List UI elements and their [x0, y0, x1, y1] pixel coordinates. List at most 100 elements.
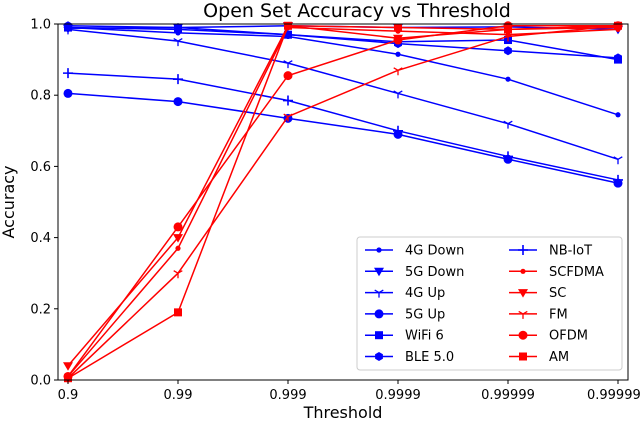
data-point	[173, 234, 183, 243]
series-line	[67, 72, 619, 181]
legend-label: AM	[549, 350, 569, 365]
data-point	[173, 97, 183, 107]
data-point	[503, 33, 513, 42]
x-tick-label: 0.999999	[587, 388, 640, 403]
series-am	[64, 21, 622, 383]
series-nb-iot	[63, 68, 623, 185]
legend-marker	[518, 245, 528, 255]
legend-label: OFDM	[549, 329, 588, 344]
data-point	[174, 308, 182, 317]
legend-entry: 4G Up	[365, 286, 445, 301]
series-line	[67, 28, 619, 160]
data-point	[615, 112, 621, 118]
legend-marker	[518, 330, 528, 340]
series-4g-up	[63, 26, 623, 165]
y-tick-label: 0.6	[30, 160, 51, 175]
data-point	[63, 88, 73, 98]
data-point	[393, 67, 403, 76]
legend-label: 4G Down	[405, 244, 464, 259]
data-point	[284, 21, 292, 30]
data-point	[504, 25, 512, 34]
data-point	[393, 125, 403, 136]
legend-entry: FM	[509, 307, 568, 322]
legend-marker	[519, 352, 527, 361]
data-point	[173, 38, 183, 47]
legend-entry: 5G Down	[365, 265, 464, 280]
data-point	[393, 90, 403, 99]
data-point	[613, 174, 623, 185]
legend-entry: SC	[509, 286, 566, 301]
legend-marker	[374, 289, 384, 298]
x-tick-label: 0.99999	[481, 388, 535, 403]
data-point	[395, 51, 401, 57]
data-point	[505, 76, 511, 82]
data-point	[503, 120, 513, 129]
data-point	[393, 35, 403, 45]
y-tick-label: 0.2	[30, 302, 51, 317]
plot-frame	[57, 23, 629, 381]
series-line	[67, 26, 619, 377]
y-tick-label: 1.0	[30, 18, 51, 33]
legend-marker	[518, 310, 528, 319]
series-ble-5-0	[64, 21, 622, 63]
legend-marker	[520, 268, 526, 274]
legend-marker	[374, 267, 384, 277]
series-line	[67, 26, 619, 116]
series-line	[67, 25, 618, 377]
series-line	[67, 92, 619, 184]
data-point	[173, 222, 183, 232]
legend: 4G Down 5G Down 4G Up 5G Up WiFi 6 BLE 5.0 NB-…	[356, 236, 623, 371]
series-5g-up	[63, 88, 623, 188]
legend-label: 5G Up	[405, 307, 445, 322]
legend-entry: SCFDMA	[509, 265, 604, 280]
data-point	[175, 245, 181, 251]
legend-entry: 5G Up	[365, 307, 445, 322]
legend-box	[356, 236, 623, 371]
series-line	[67, 26, 619, 61]
x-tick-label: 0.9999	[375, 388, 421, 403]
legend-entry: AM	[509, 350, 569, 365]
data-point	[504, 46, 512, 56]
data-point	[283, 113, 293, 122]
data-point	[173, 270, 183, 279]
legend-label: WiFi 6	[405, 329, 444, 344]
legend-marker	[375, 331, 383, 340]
x-tick-label: 0.999	[269, 388, 306, 403]
x-tick-label: 0.99	[164, 388, 193, 403]
legend-entry: BLE 5.0	[365, 350, 454, 365]
legend-label: SCFDMA	[549, 265, 604, 280]
legend-entry: WiFi 6	[365, 329, 444, 344]
data-point	[613, 156, 623, 165]
series-line	[67, 25, 619, 379]
axis-ticks: 0.9 0.99 0.999 0.9999 0.99999 0.999999 0.0 0.2 0…	[30, 18, 640, 404]
data-point	[614, 53, 622, 63]
series-line	[67, 25, 619, 379]
data-point	[63, 362, 73, 371]
data-point	[614, 21, 622, 30]
plot-area	[63, 21, 623, 384]
x-tick-label: 0.9	[58, 388, 79, 403]
data-point	[503, 151, 513, 162]
y-tick-label: 0.0	[30, 374, 51, 389]
data-point	[283, 71, 293, 81]
data-point	[63, 68, 73, 79]
legend-label: BLE 5.0	[405, 350, 454, 365]
legend-label: FM	[549, 307, 568, 322]
y-tick-label: 0.4	[30, 231, 51, 246]
legend-marker	[518, 289, 528, 298]
data-point	[173, 74, 183, 85]
data-point	[174, 23, 182, 33]
chart-title: Open Set Accuracy vs Threshold	[203, 0, 511, 22]
legend-label: NB-IoT	[549, 244, 592, 259]
legend-label: 4G Up	[405, 286, 445, 301]
series-line	[67, 25, 619, 59]
legend-entry: NB-IoT	[509, 244, 592, 259]
legend-entry: OFDM	[509, 329, 588, 344]
legend-marker	[375, 352, 383, 361]
legend-label: SC	[549, 286, 566, 301]
y-tick-label: 0.8	[30, 89, 51, 104]
data-point	[283, 95, 293, 106]
legend-marker	[376, 247, 382, 253]
